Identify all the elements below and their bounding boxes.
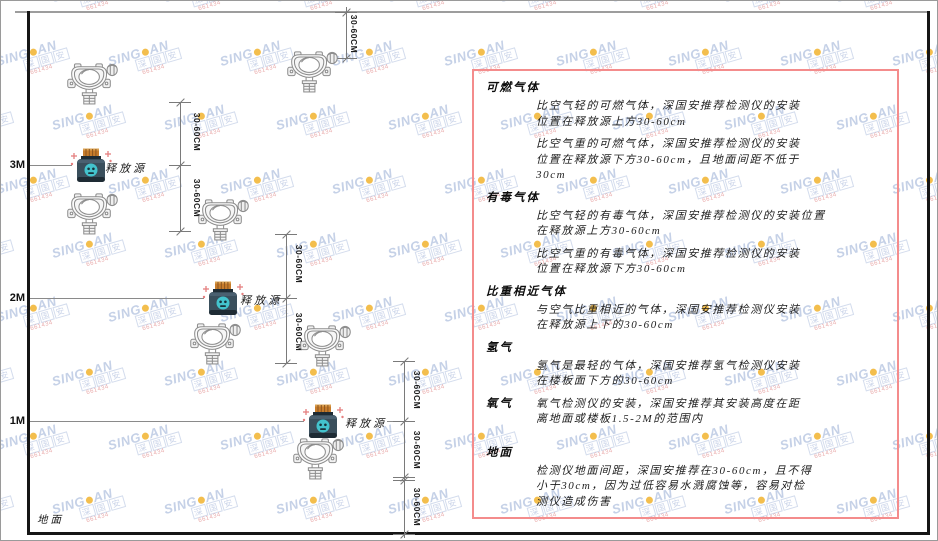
dim-tick (335, 58, 357, 59)
dim-tick (275, 298, 297, 299)
section-ground: 地面 检测仪地面间距，深国安推荐在30-60cm，且不得 小于30cm，因为过低… (486, 446, 887, 511)
section-heading: 氧气 (486, 397, 513, 410)
section-heading: 有毒气体 (486, 191, 540, 204)
text-line: 比空气轻的可燃气体，深国安推荐检测仪的安装 (536, 100, 801, 112)
paragraph: 比空气轻的有毒气体，深国安推荐检测仪的安装位置 在释放源上方30-60cm (536, 209, 887, 240)
left-wall (27, 11, 30, 534)
paragraph: 氧气检测仪的安装，深国安推荐其安装高度在距 离地面或楼板1.5-2M的范围内 (536, 397, 801, 428)
dim-label: 30-60CM (412, 487, 422, 527)
dim-label: 30-60CM (294, 244, 304, 284)
text-line: 在释放源上下的30-60cm (536, 319, 674, 331)
dim-chain-3m (180, 102, 181, 231)
dim-tick (393, 421, 415, 422)
text-line: 30cm (536, 169, 567, 181)
section-combustible-gas: 可燃气体 比空气轻的可燃气体，深国安推荐检测仪的安装 位置在释放源上方30-60… (486, 81, 887, 184)
text-line: 小于30cm，因为过低容易水溅腐蚀等，容易对检 (536, 480, 806, 492)
text-line: 比空气重的有毒气体，深国安推荐检测仪的安装 (536, 247, 801, 260)
section-heading: 地面 (486, 446, 513, 459)
ceiling-line (15, 11, 930, 13)
text-line: 在释放源上方30-60cm (536, 225, 662, 237)
section-heading: 可燃气体 (486, 82, 540, 94)
paragraph: 比空气重的有毒气体，深国安推荐检测仪的安装 位置在释放源下方30-60cm (536, 247, 887, 278)
text-line: 比空气重的可燃气体，深国安推荐检测仪的安装 (536, 138, 801, 150)
section-similar-density-gas: 比重相近气体 与空气比重相近的气体，深国安推荐检测仪安装 在释放源上下的30-6… (486, 285, 887, 334)
dim-tick (169, 102, 191, 103)
section-heading: 比重相近气体 (486, 285, 567, 298)
gas-detector-icon (300, 323, 354, 367)
section-toxic-gas: 有毒气体 比空气轻的有毒气体，深国安推荐检测仪的安装位置 在释放源上方30-60… (486, 191, 887, 278)
release-source-icon (201, 280, 245, 320)
dim-chain-1m (404, 361, 405, 538)
dim-label: 30-60CM (412, 430, 422, 470)
height-label-2m: 2M (9, 292, 25, 304)
dim-tick (169, 231, 191, 232)
paragraph: 比空气重的可燃气体，深国安推荐检测仪的安装 位置在释放源下方30-60cm，且地… (536, 137, 887, 184)
dim-tick (393, 477, 415, 478)
release-source-label: 释放源 (240, 295, 282, 307)
ground-line (27, 532, 930, 535)
dim-label: 30-60CM (349, 14, 359, 54)
text-line: 检测仪地面间距，深国安推荐在30-60cm，且不得 (536, 464, 813, 477)
level-line-2m (30, 298, 204, 299)
text-line: 位置在释放源上方30-60cm (536, 115, 687, 128)
section-hydrogen: 氢气 氢气是最轻的气体，深国安推荐氢气检测仪安装 在楼板面下方的30-60cm (486, 341, 887, 390)
level-line-1m (30, 421, 304, 422)
release-source-label: 释放源 (105, 163, 147, 175)
text-line: 比空气轻的有毒气体，深国安推荐检测仪的安装位置 (536, 209, 826, 222)
dim-tick (275, 363, 297, 364)
text-line: 位置在释放源下方30-60cm，且地面间距不低于 (536, 153, 800, 166)
dim-chain-ceiling (346, 7, 347, 59)
paragraph: 检测仪地面间距，深国安推荐在30-60cm，且不得 小于30cm，因为过低容易水… (536, 464, 887, 511)
gas-detector-icon (198, 197, 252, 241)
gas-detector-icon (67, 61, 121, 105)
text-line: 测仪造成伤害 (536, 495, 612, 508)
height-label-3m: 3M (9, 159, 25, 171)
text-line: 与空气比重相近的气体，深国安推荐检测仪安装 (536, 303, 801, 316)
text-line: 氧气检测仪的安装，深国安推荐其安装高度在距 (536, 397, 801, 410)
section-oxygen: 氧气 氧气检测仪的安装，深国安推荐其安装高度在距 离地面或楼板1.5-2M的范围… (486, 397, 887, 428)
dim-tick (393, 480, 415, 481)
paragraph: 与空气比重相近的气体，深国安推荐检测仪安装 在释放源上下的30-60cm (536, 303, 887, 334)
release-source-icon (301, 403, 345, 443)
paragraph: 比空气轻的可燃气体，深国安推荐检测仪的安装 位置在释放源上方30-60cm (536, 99, 887, 130)
height-label-1m: 1M (9, 415, 25, 427)
dim-label: 30-60CM (412, 370, 422, 410)
text-line: 氢气是最轻的气体，深国安推荐氢气检测仪安装 (536, 359, 801, 372)
info-panel: 可燃气体 比空气轻的可燃气体，深国安推荐检测仪的安装 位置在释放源上方30-60… (472, 69, 899, 519)
dim-tick (169, 165, 191, 166)
dim-tick (335, 12, 357, 13)
gas-detector-icon (67, 191, 121, 235)
dim-tick (393, 361, 415, 362)
right-wall (927, 11, 930, 534)
ground-label: 地面 (37, 515, 64, 526)
text-line: 离地面或楼板1.5-2M的范围内 (536, 413, 704, 425)
paragraph: 氢气是最轻的气体，深国安推荐氢气检测仪安装 在楼板面下方的30-60cm (536, 359, 887, 390)
section-heading: 氢气 (486, 341, 513, 354)
dim-label: 30-60CM (192, 112, 202, 152)
text-line: 在楼板面下方的30-60cm (536, 375, 674, 387)
level-line-3m (30, 165, 72, 166)
release-source-label: 释放源 (345, 418, 387, 430)
text-line: 位置在释放源下方30-60cm (536, 263, 687, 275)
gas-detector-icon (190, 321, 244, 365)
gas-detector-icon (287, 49, 341, 93)
dim-tick (393, 534, 415, 535)
dim-tick (275, 234, 297, 235)
